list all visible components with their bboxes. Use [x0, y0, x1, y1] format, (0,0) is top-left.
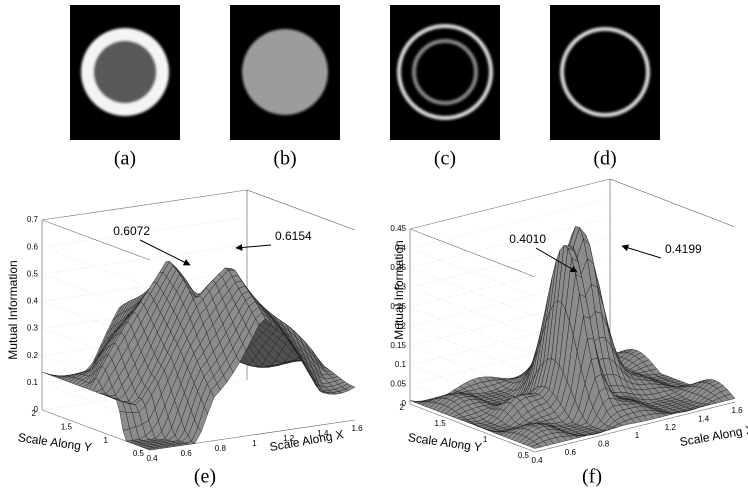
image-a — [70, 5, 180, 140]
x-tick-label: 0.6 — [181, 449, 193, 458]
annotation: 0.6154 — [275, 229, 312, 243]
annotation: 0.4199 — [665, 242, 702, 256]
caption: (b) — [273, 148, 296, 170]
z-tick-label: 0.3 — [27, 324, 39, 333]
z-tick-label: 0.7 — [27, 215, 39, 224]
caption: (d) — [593, 148, 616, 170]
z-axis-label: Mutual Information — [6, 260, 20, 359]
x-tick-label: 1.4 — [698, 414, 710, 423]
image-c — [390, 5, 500, 140]
x-tick-label: 1 — [635, 431, 640, 440]
annotation: 0.4010 — [509, 232, 546, 246]
y-tick-label: 0.5 — [518, 451, 530, 460]
grid-line — [410, 307, 535, 355]
y-tick-label: 2 — [32, 409, 37, 418]
z-tick-label: 0.6 — [27, 242, 39, 251]
z-tick-label: 0.4 — [27, 297, 39, 306]
annotation-arrow — [622, 246, 661, 258]
z-tick-label: 0.2 — [27, 351, 39, 360]
grid-line — [410, 326, 535, 374]
x-tick-label: 0.8 — [215, 444, 227, 453]
x-tick-label: 1.6 — [731, 406, 743, 415]
image-d — [550, 5, 660, 140]
x-tick-label: 0.8 — [598, 439, 610, 448]
caption: (e) — [194, 466, 216, 488]
y-axis-label: Scale Along Y — [17, 430, 93, 454]
figure: (a) (b) (c) (d) 00.10.20.30.40.50.60.70.… — [0, 0, 748, 495]
x-tick-label: 0.6 — [565, 448, 577, 457]
x-tick-label: 1 — [252, 439, 257, 448]
axis-line — [247, 190, 355, 230]
grid-line — [42, 247, 150, 287]
y-tick-label: 1 — [104, 436, 109, 445]
annotation: 0.6072 — [113, 224, 150, 238]
caption: (a) — [114, 148, 136, 170]
y-tick-label: 1 — [483, 435, 488, 444]
z-tick-label: 0.05 — [390, 380, 406, 389]
y-tick-label: 1.5 — [61, 422, 73, 431]
y-tick-label: 2 — [400, 403, 405, 412]
y-tick-label: 1.5 — [435, 419, 447, 428]
axis-line — [610, 179, 735, 227]
x-tick-label: 0.4 — [146, 454, 158, 463]
y-axis-label: Scale Along Y — [407, 430, 483, 454]
annotation-arrow — [140, 240, 190, 265]
caption: (f) — [582, 466, 602, 488]
z-tick-label: 0.5 — [27, 269, 39, 278]
z-tick-label: 0.15 — [390, 341, 406, 350]
grid-line — [410, 268, 535, 316]
x-tick-label: 1.6 — [351, 424, 363, 433]
y-tick-label: 0.5 — [133, 449, 145, 458]
z-tick-label: 0.45 — [390, 224, 406, 233]
x-axis-label: Scale Along X — [679, 422, 748, 449]
grid-line — [42, 244, 247, 274]
grid-line — [410, 248, 535, 296]
z-tick-label: 0.1 — [27, 378, 39, 387]
caption: (c) — [434, 148, 456, 170]
z-tick-label: 0.1 — [395, 360, 407, 369]
x-axis-label: Scale Along X — [269, 427, 345, 454]
annotation-arrow — [236, 245, 271, 248]
x-tick-label: 0.4 — [531, 456, 543, 465]
axis-line — [42, 190, 247, 220]
x-tick-label: 1.2 — [665, 423, 677, 432]
image-b — [230, 5, 340, 140]
z-axis-label: Mutual Information — [392, 240, 406, 339]
grid-line — [410, 287, 535, 335]
